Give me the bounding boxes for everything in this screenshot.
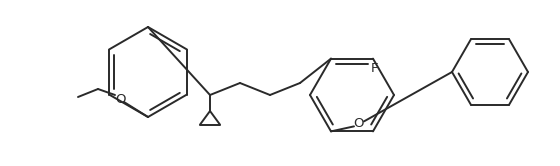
- Text: O: O: [354, 117, 364, 130]
- Text: O: O: [115, 92, 125, 106]
- Text: F: F: [371, 62, 379, 75]
